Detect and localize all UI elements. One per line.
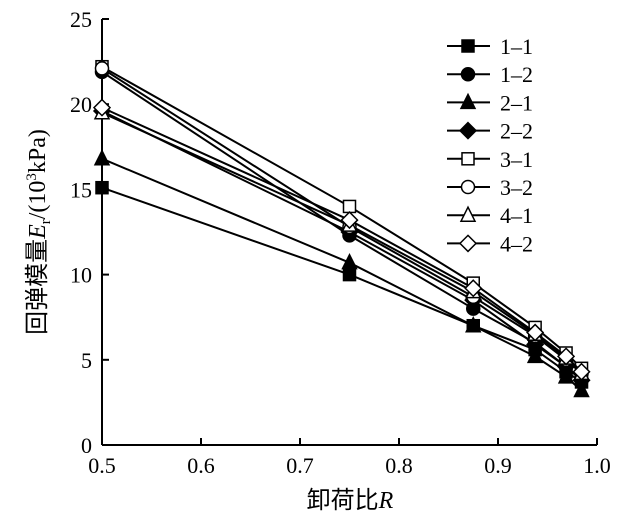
data-point bbox=[93, 149, 111, 166]
x-tick-label: 1.0 bbox=[583, 453, 611, 478]
data-point bbox=[464, 279, 483, 298]
data-point bbox=[94, 61, 110, 76]
data-point bbox=[573, 380, 590, 398]
y-tick-label: 10 bbox=[70, 263, 92, 288]
data-point bbox=[465, 316, 482, 333]
data-point bbox=[572, 362, 591, 381]
legend-marker bbox=[460, 66, 476, 82]
y-tick-label: 25 bbox=[70, 7, 92, 32]
x-axis-title: 卸荷比R bbox=[307, 487, 394, 514]
legend-item: 2–2 bbox=[447, 119, 533, 144]
legend-label: 1–1 bbox=[500, 34, 533, 59]
legend-item: 3–1 bbox=[447, 147, 533, 172]
data-point bbox=[342, 199, 357, 214]
legend-item: 1–1 bbox=[447, 34, 533, 59]
legend-marker bbox=[460, 179, 476, 195]
plot-area: 0.5 0.6 0.7 0.8 0.9 1.0 0 5 10 15 20 25 1–1 1–2 2–1 2–2… bbox=[70, 7, 611, 478]
data-point bbox=[341, 252, 358, 270]
series-2-1 bbox=[93, 149, 590, 398]
legend-item: 1–2 bbox=[447, 62, 533, 87]
legend-item: 4–1 bbox=[447, 203, 533, 228]
legend-item: 2–1 bbox=[447, 90, 533, 115]
data-point bbox=[526, 323, 545, 342]
legend-item: 3–2 bbox=[447, 175, 533, 200]
data-point bbox=[95, 180, 109, 195]
legend-marker bbox=[458, 234, 478, 253]
series-4-2 bbox=[92, 98, 591, 381]
data-point bbox=[92, 98, 112, 117]
data-point bbox=[340, 211, 359, 230]
legend-marker bbox=[461, 152, 475, 166]
legend-marker bbox=[459, 92, 477, 110]
legend-label: 4–2 bbox=[500, 231, 533, 256]
x-tick-label: 0.6 bbox=[187, 453, 215, 478]
data-point bbox=[342, 267, 357, 282]
x-tick-label: 0.8 bbox=[385, 453, 413, 478]
y-tick-label: 20 bbox=[70, 92, 92, 117]
legend-marker bbox=[459, 205, 477, 222]
data-point bbox=[557, 367, 575, 384]
legend-marker bbox=[461, 39, 475, 53]
legend-label: 3–2 bbox=[500, 175, 533, 200]
legend-marker bbox=[458, 121, 478, 140]
legend-item: 4–2 bbox=[447, 231, 533, 256]
legend-label: 2–1 bbox=[500, 90, 533, 115]
legend-label: 3–1 bbox=[500, 147, 533, 172]
y-axis-title: 回弹模量Er/(103kPa) bbox=[24, 129, 54, 335]
legend-label: 1–2 bbox=[500, 62, 533, 87]
data-point bbox=[557, 347, 576, 366]
x-tick-label: 0.7 bbox=[286, 453, 314, 478]
x-tick-label: 0.9 bbox=[484, 453, 512, 478]
y-tick-label: 5 bbox=[81, 348, 92, 373]
y-tick-label: 15 bbox=[70, 177, 92, 202]
x-tick-label: 0.5 bbox=[88, 453, 116, 478]
legend-label: 2–2 bbox=[500, 119, 533, 144]
legend: 1–1 1–2 2–1 2–2 3–1 3–2 4–1 4–2 bbox=[447, 34, 533, 256]
legend-label: 4–1 bbox=[500, 203, 533, 228]
y-tick-label: 0 bbox=[81, 433, 92, 458]
data-point bbox=[526, 346, 544, 364]
